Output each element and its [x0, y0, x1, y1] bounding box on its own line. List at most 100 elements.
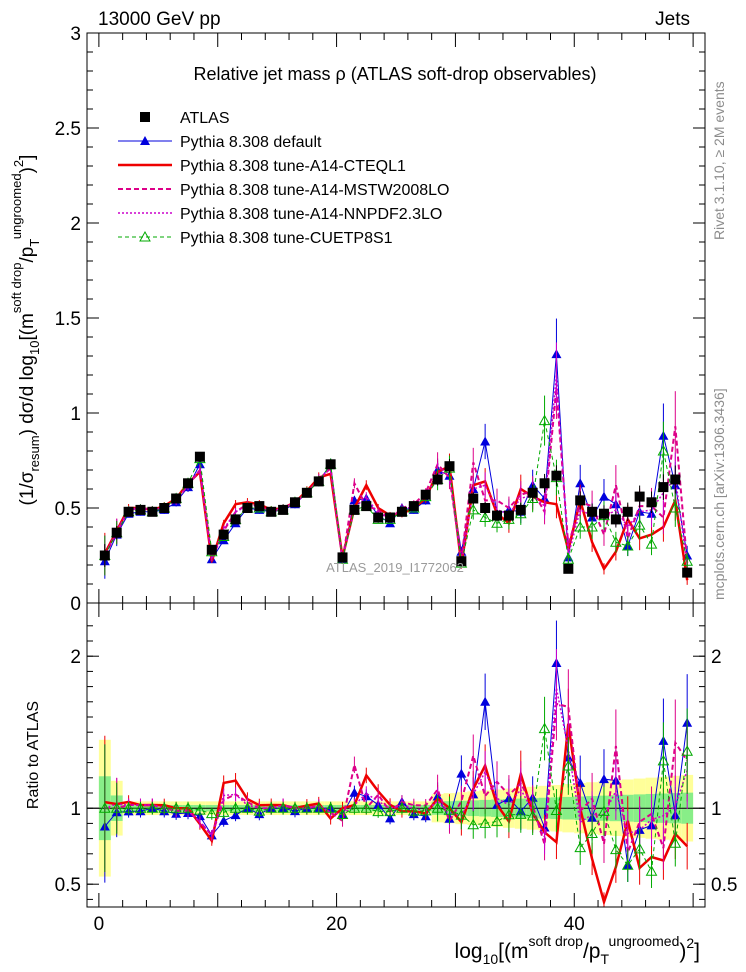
series-1 — [99, 318, 693, 579]
data-point — [467, 503, 480, 515]
data-point — [682, 567, 693, 578]
ratio-point — [396, 802, 408, 813]
ratio-point — [360, 802, 373, 813]
y-tick-label: 1 — [70, 404, 81, 425]
ratio-point — [586, 827, 598, 839]
legend-label: Pythia 8.308 tune-A14-NNPDF2.3LO — [180, 206, 442, 223]
ratio-point — [526, 810, 539, 821]
data-point — [444, 461, 455, 472]
ratio-series-3-line — [104, 702, 689, 853]
data-point — [480, 436, 491, 446]
data-point — [135, 504, 146, 515]
data-point — [194, 451, 205, 462]
y-tick-label: 0.5 — [55, 499, 81, 520]
data-point — [491, 517, 503, 528]
data-point — [574, 520, 587, 532]
data-point — [562, 553, 575, 564]
ratio-series-3 — [104, 667, 689, 873]
data-point — [278, 504, 289, 515]
legend: ATLAS Pythia 8.308 default Pythia 8.308 tu… — [118, 110, 449, 247]
ratio-point — [277, 802, 289, 813]
data-point — [289, 497, 300, 508]
data-point — [373, 512, 384, 523]
ratio-point — [241, 802, 254, 813]
ratio-point — [230, 810, 241, 820]
data-point — [526, 492, 539, 503]
y-tick-label: 1.5 — [55, 309, 81, 330]
ratio-point — [229, 802, 242, 813]
data-point — [206, 544, 217, 555]
data-point — [396, 506, 407, 517]
ratio-point — [205, 807, 218, 819]
data-point — [266, 506, 277, 517]
series-3-line — [103, 388, 689, 564]
lower-frame — [86, 602, 706, 908]
series-3 — [103, 357, 689, 576]
data-point — [218, 529, 229, 540]
data-point — [385, 512, 396, 523]
ratio-point — [598, 774, 609, 784]
ratio-point — [610, 843, 622, 855]
ratio-point — [456, 768, 467, 778]
ratio-point — [134, 802, 147, 813]
ratio-point — [467, 818, 480, 830]
data-point — [551, 470, 562, 481]
data-point — [658, 482, 669, 493]
ratio-point — [217, 806, 230, 817]
data-point — [503, 510, 514, 521]
data-point — [563, 563, 574, 574]
data-point — [587, 506, 598, 517]
data-point — [147, 506, 158, 517]
ratio-point — [645, 865, 658, 876]
axes: 00.511.522.530.5 0.51 12 20 20 40 — [55, 24, 738, 935]
ratio-point — [514, 808, 527, 819]
data-point — [361, 501, 372, 512]
ratio-series-5 — [98, 696, 694, 888]
ratio-point — [491, 815, 503, 826]
x-tick-label: 40 — [564, 914, 585, 935]
data-point — [645, 538, 658, 549]
y-axis-label-text: (1/σresum) dσ/d log10[(msoft drop/pTungr… — [9, 155, 42, 506]
data-point — [218, 535, 229, 545]
data-point — [468, 493, 479, 504]
ratio-point — [443, 804, 456, 815]
legend-label: Pythia 8.308 tune-CUETP8S1 — [180, 230, 393, 247]
data-point — [598, 508, 609, 519]
series-1-line — [104, 354, 688, 562]
side-label-rivet: Rivet 3.1.10, ≥ 2M events — [711, 81, 727, 240]
data-point — [480, 503, 491, 513]
data-point — [669, 501, 682, 513]
ratio-point — [479, 817, 491, 828]
ratio-point — [598, 805, 610, 816]
series-4 — [104, 342, 688, 576]
ratio-point — [455, 809, 468, 820]
data-point — [527, 487, 538, 498]
ratio-series-2-line — [104, 723, 689, 907]
ratio-y-tick-label-right: 1 — [711, 799, 722, 820]
data-point — [621, 539, 634, 551]
ratio-point — [562, 759, 575, 771]
ratio-point — [182, 802, 194, 813]
ratio-point — [621, 859, 634, 870]
ratio-point — [218, 815, 229, 825]
ratio-point — [633, 842, 646, 854]
x-tick-label: 20 — [326, 914, 347, 935]
ratio-point — [480, 696, 491, 706]
ratio-y-tick-label: 2 — [70, 647, 81, 668]
legend-label: Pythia 8.308 tune-A14-MSTW2008LO — [180, 182, 449, 199]
data-point — [408, 501, 419, 512]
data-point — [538, 414, 551, 426]
header-right: Jets — [655, 9, 690, 30]
legend-marker — [140, 112, 150, 122]
legend-label: ATLAS — [180, 110, 230, 127]
data-point — [420, 489, 431, 500]
data-point — [492, 510, 503, 521]
data-point — [670, 474, 681, 485]
data-point — [539, 478, 550, 489]
y-tick-label: 2.5 — [55, 119, 81, 140]
ratio-point — [170, 802, 182, 813]
ratio-point — [122, 802, 135, 813]
data-point — [657, 444, 670, 456]
data-point — [646, 497, 657, 508]
